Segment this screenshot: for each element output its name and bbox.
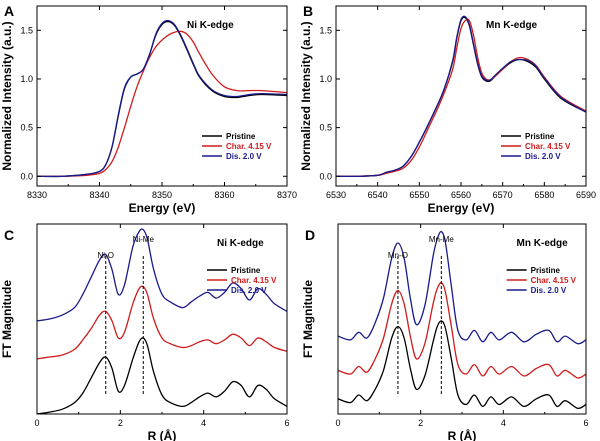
- x-tick-label: 6530: [326, 190, 346, 200]
- legend-label: Char. 4.15 V: [226, 142, 272, 151]
- legend-label: Dis. 2.0 V: [525, 152, 561, 161]
- x-tick-label: 0: [34, 418, 39, 428]
- y-tick-label: 1.0: [319, 74, 332, 84]
- x-axis-title: R (Å): [148, 428, 177, 441]
- panel-title: Mn K-edge: [486, 20, 538, 31]
- panel-title: Mn K-edge: [517, 238, 569, 249]
- y-tick-label: 0.0: [319, 171, 332, 181]
- plot-frame: [337, 223, 587, 415]
- y-axis-title: FT Magnitude: [301, 280, 315, 358]
- annotation-label: Mn-O: [388, 251, 408, 260]
- x-tick-label: 6: [284, 418, 289, 428]
- x-axis-title: R (Å): [448, 428, 477, 441]
- plot-frame: [36, 223, 288, 415]
- x-tick-label: 6: [583, 418, 588, 428]
- x-tick-label: 6590: [576, 190, 596, 200]
- x-tick-label: 8330: [27, 190, 47, 200]
- y-axis-title: Normalized Intensity (a.u.): [0, 21, 14, 170]
- panel-b: 6530 6540 6550 6560 6570 6580 6590 0.0 0.5 1.0 1.5…: [299, 3, 596, 215]
- legend-label: Pristine: [531, 266, 561, 275]
- series-line-1: [37, 285, 287, 360]
- series-line-2: [37, 228, 287, 322]
- x-tick-label: 6580: [534, 190, 554, 200]
- series-line-1: [338, 282, 586, 379]
- legend-label: Dis. 2.0 V: [531, 286, 567, 295]
- x-tick-label: 6560: [451, 190, 471, 200]
- x-tick-label: 6540: [368, 190, 388, 200]
- legend-label: Char. 4.15 V: [531, 276, 577, 285]
- y-tick-label: 0.0: [20, 171, 33, 181]
- x-tick-label: 8350: [152, 190, 172, 200]
- y-axis-title: Normalized Intensity (a.u.): [299, 21, 313, 170]
- legend-label: Dis. 2.0 V: [226, 152, 262, 161]
- x-tick-label: 8370: [277, 190, 297, 200]
- annotation-label: Ni-O: [98, 251, 114, 260]
- series-line-2: [338, 230, 586, 345]
- legend-label: Pristine: [231, 266, 261, 275]
- panel-letter: D: [305, 227, 315, 243]
- x-axis-title: Energy (eV): [129, 201, 196, 215]
- panel-d: Mn-O Mn-Me 0 2 4 6 R (Å) FT Magnitude D Mn K-edge…: [301, 223, 589, 441]
- series-line-0: [338, 320, 586, 409]
- x-tick-label: 8360: [214, 190, 234, 200]
- series-line-0: [37, 337, 287, 414]
- legend-label: Pristine: [226, 132, 256, 141]
- x-tick-label: 8340: [89, 190, 109, 200]
- series-line-2: [336, 15, 586, 177]
- series-line-2: [37, 19, 287, 178]
- y-tick-label: 0.5: [319, 123, 332, 133]
- legend-label: Dis. 2.0 V: [231, 286, 267, 295]
- y-axis-title: FT Magnitude: [0, 280, 14, 358]
- x-tick-label: 6570: [493, 190, 513, 200]
- y-tick-label: 1.5: [319, 25, 332, 35]
- legend-label: Char. 4.15 V: [525, 142, 571, 151]
- panel-letter: A: [4, 3, 14, 19]
- panel-a: 8330 8340 8350 8360 8370 0.0 0.5 1.0 1.5 Energy (…: [0, 3, 297, 215]
- annotation-label: Mn-Me: [429, 235, 454, 244]
- x-tick-label: 4: [501, 418, 506, 428]
- x-tick-label: 6550: [409, 190, 429, 200]
- y-tick-label: 1.0: [20, 74, 33, 84]
- panel-c: Ni-O Ni-Me 0 2 4 6 R (Å) FT Magnitude C Ni K-edge…: [0, 223, 290, 441]
- series-line-1: [37, 30, 287, 177]
- y-tick-label: 0.5: [20, 123, 33, 133]
- x-tick-label: 0: [335, 418, 340, 428]
- legend-label: Pristine: [525, 132, 555, 141]
- panel-title: Ni K-edge: [217, 238, 264, 249]
- panel-letter: C: [4, 227, 14, 243]
- x-tick-label: 4: [201, 418, 206, 428]
- panel-letter: B: [303, 3, 313, 19]
- legend-label: Char. 4.15 V: [231, 276, 277, 285]
- x-axis-title: Energy (eV): [428, 201, 495, 215]
- series-line-1: [336, 18, 586, 177]
- x-tick-label: 2: [118, 418, 123, 428]
- y-tick-label: 1.5: [20, 25, 33, 35]
- x-tick-label: 2: [418, 418, 423, 428]
- annotation-label: Ni-Me: [133, 235, 155, 244]
- panel-title: Ni K-edge: [187, 20, 234, 31]
